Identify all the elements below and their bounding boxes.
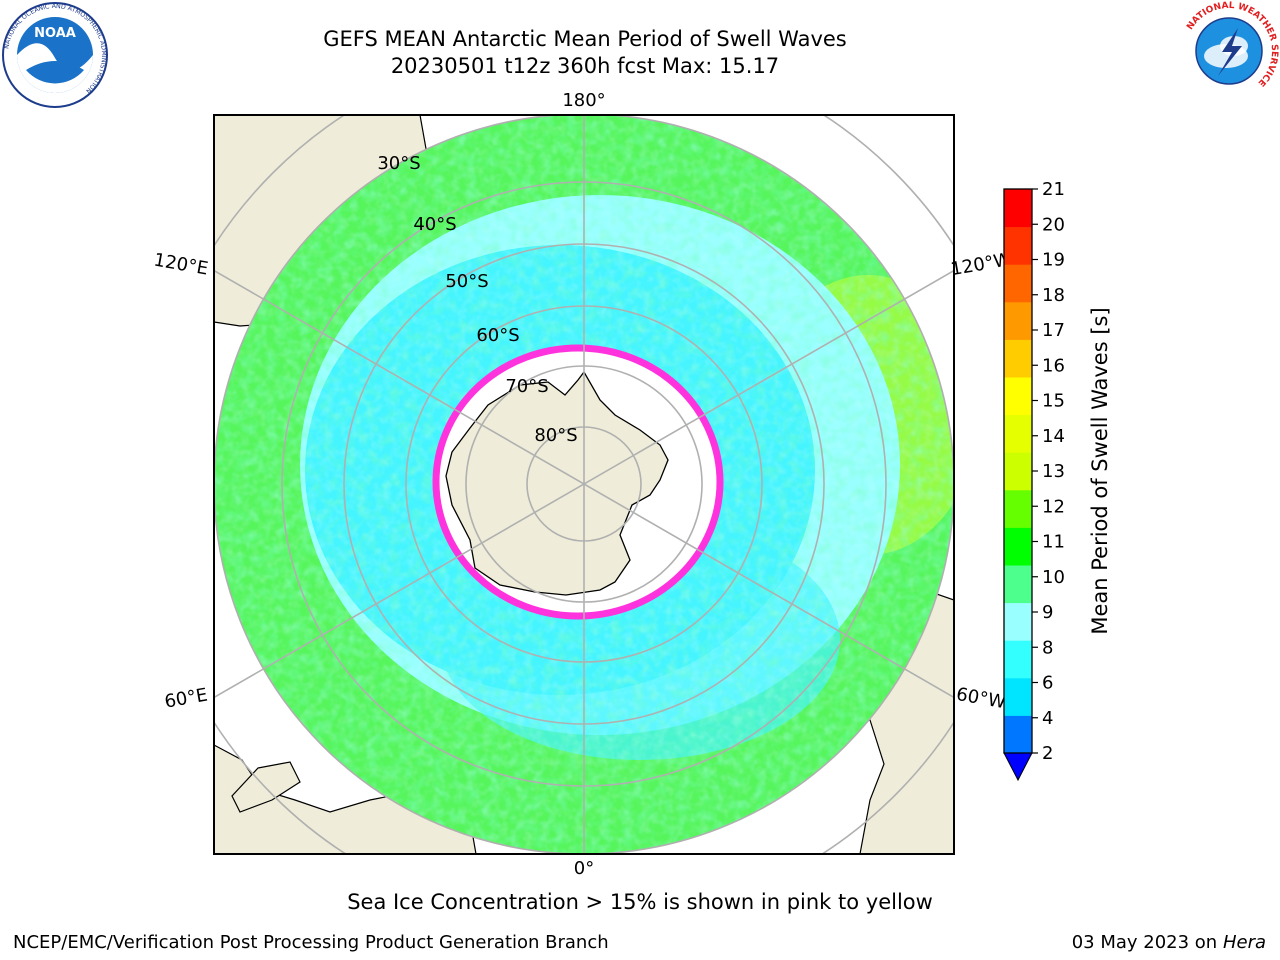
label-70s: 70°S [505,376,548,397]
noaa-text: NOAA [34,26,76,41]
map-title: GEFS MEAN Antarctic Mean Period of Swell… [323,27,847,51]
colorbar-swatch [1004,301,1032,340]
graticule [214,115,954,854]
colorbar-tick-label: 6 [1042,673,1053,694]
colorbar-swatch [1004,640,1032,679]
colorbar: 2 4 6 8 9 10 11 12 13 14 15 16 17 18 19 20 21 Mean Perio… [1003,180,1112,782]
label-180: 180° [562,90,605,111]
date-value: 03 May 2023 on [1071,932,1218,953]
credit-text: NCEP/EMC/Verification Post Processing Pr… [13,932,609,953]
colorbar-swatch [1004,339,1032,378]
label-60e: 60°E [163,684,209,712]
colorbar-ticks: 2 4 6 8 9 10 11 12 13 14 15 16 17 18 19 20 21 [1032,180,1065,764]
map-subtitle: 20230501 t12z 360h fcst Max: 15.17 [390,54,780,78]
label-80s: 80°S [534,425,577,446]
colorbar-swatch [1004,452,1032,491]
colorbar-tick-label: 18 [1042,285,1065,306]
colorbar-tick-label: 17 [1042,320,1065,341]
colorbar-swatch [1004,226,1032,265]
colorbar-swatch [1004,527,1032,566]
map-frame [213,114,955,855]
label-30s: 30°S [377,153,420,174]
colorbar-swatch [1004,489,1032,528]
colorbar-tick-label: 9 [1042,602,1053,623]
colorbar-tick-label: 16 [1042,355,1065,376]
antarctica-land [445,370,669,596]
colorbar-label: Mean Period of Swell Waves [s] [1088,307,1112,634]
colorbar-swatch [1004,264,1032,303]
colorbar-tick-label: 12 [1042,496,1065,517]
colorbar-swatches [1004,189,1032,754]
colorbar-tick-label: 13 [1042,461,1065,482]
nws-logo: NATIONAL WEATHER SERVICE [1180,1,1279,100]
colorbar-swatch [1004,189,1032,228]
colorbar-tick-label: 8 [1042,637,1053,658]
colorbar-tick-label: 10 [1042,567,1065,588]
colorbar-tick-label: 20 [1042,214,1065,235]
colorbar-tick-label: 11 [1042,532,1065,553]
colorbar-tick-label: 21 [1042,180,1065,200]
colorbar-extend-triangle [1003,752,1033,782]
label-0: 0° [574,858,594,879]
colorbar-tick-label: 19 [1042,250,1065,271]
colorbar-swatch [1004,414,1032,453]
colorbar-swatch [1004,565,1032,604]
label-120e: 120°E [152,249,210,279]
colorbar-tick-label: 14 [1042,426,1065,447]
colorbar-tick-label: 4 [1042,708,1053,729]
colorbar-swatch [1004,602,1032,641]
colorbar-tick-label: 15 [1042,391,1065,412]
noaa-logo: NATIONAL OCEANIC AND ATMOSPHERIC ADMINIS… [2,2,108,108]
colorbar-tick-label: 2 [1042,743,1053,764]
machine-name: Hera [1222,932,1266,953]
colorbar-swatch [1004,377,1032,416]
colorbar-swatch [1004,715,1032,754]
label-40s: 40°S [413,214,456,235]
colorbar-swatch [1004,677,1032,716]
label-50s: 50°S [445,271,488,292]
sea-ice-note: Sea Ice Concentration > 15% is shown in … [347,890,933,914]
date-text: 03 May 2023 on Hera [1072,932,1266,953]
label-60s: 60°S [476,325,519,346]
